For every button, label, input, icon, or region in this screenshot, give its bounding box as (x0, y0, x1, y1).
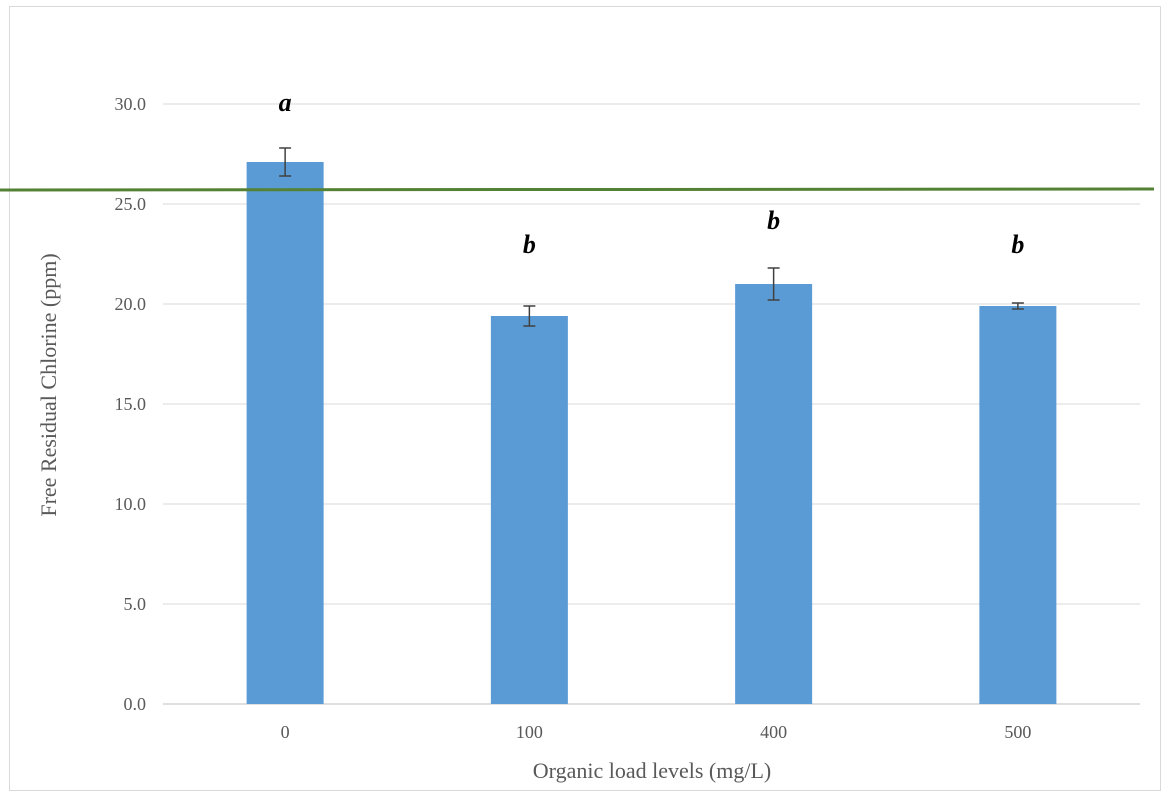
significance-letter: b (523, 230, 536, 259)
x-tick-label: 500 (1004, 722, 1031, 742)
error-bars (279, 147, 1024, 327)
chart-frame (9, 6, 1161, 791)
labels: 0.0 5.0 10.0 15.0 20.0 25.0 30.0 0 a 100 b 400 b 500 b (115, 88, 1032, 742)
bar (246, 162, 324, 704)
bar (979, 306, 1057, 704)
y-tick-label: 0.0 (124, 694, 147, 714)
bar (735, 284, 813, 704)
y-tick-label: 10.0 (115, 494, 147, 514)
bars (246, 162, 1057, 704)
x-axis-title: Organic load levels (mg/L) (533, 758, 771, 783)
significance-letter: b (1011, 230, 1024, 259)
reference-line-group (0, 187, 1155, 192)
gridlines (163, 103, 1140, 705)
y-tick-label: 25.0 (115, 194, 147, 214)
x-tick-label: 0 (281, 722, 290, 742)
significance-letter: a (279, 88, 292, 117)
x-tick-label: 100 (516, 722, 543, 742)
significance-letter: b (767, 206, 780, 235)
y-tick-label: 20.0 (115, 294, 147, 314)
bar (490, 316, 568, 704)
y-tick-label: 5.0 (124, 594, 147, 614)
x-tick-label: 400 (760, 722, 787, 742)
reference-line (0, 187, 1155, 192)
y-tick-label: 30.0 (115, 94, 147, 114)
y-tick-label: 15.0 (115, 394, 147, 414)
y-axis-title: Free Residual Chlorine (ppm) (36, 253, 61, 516)
